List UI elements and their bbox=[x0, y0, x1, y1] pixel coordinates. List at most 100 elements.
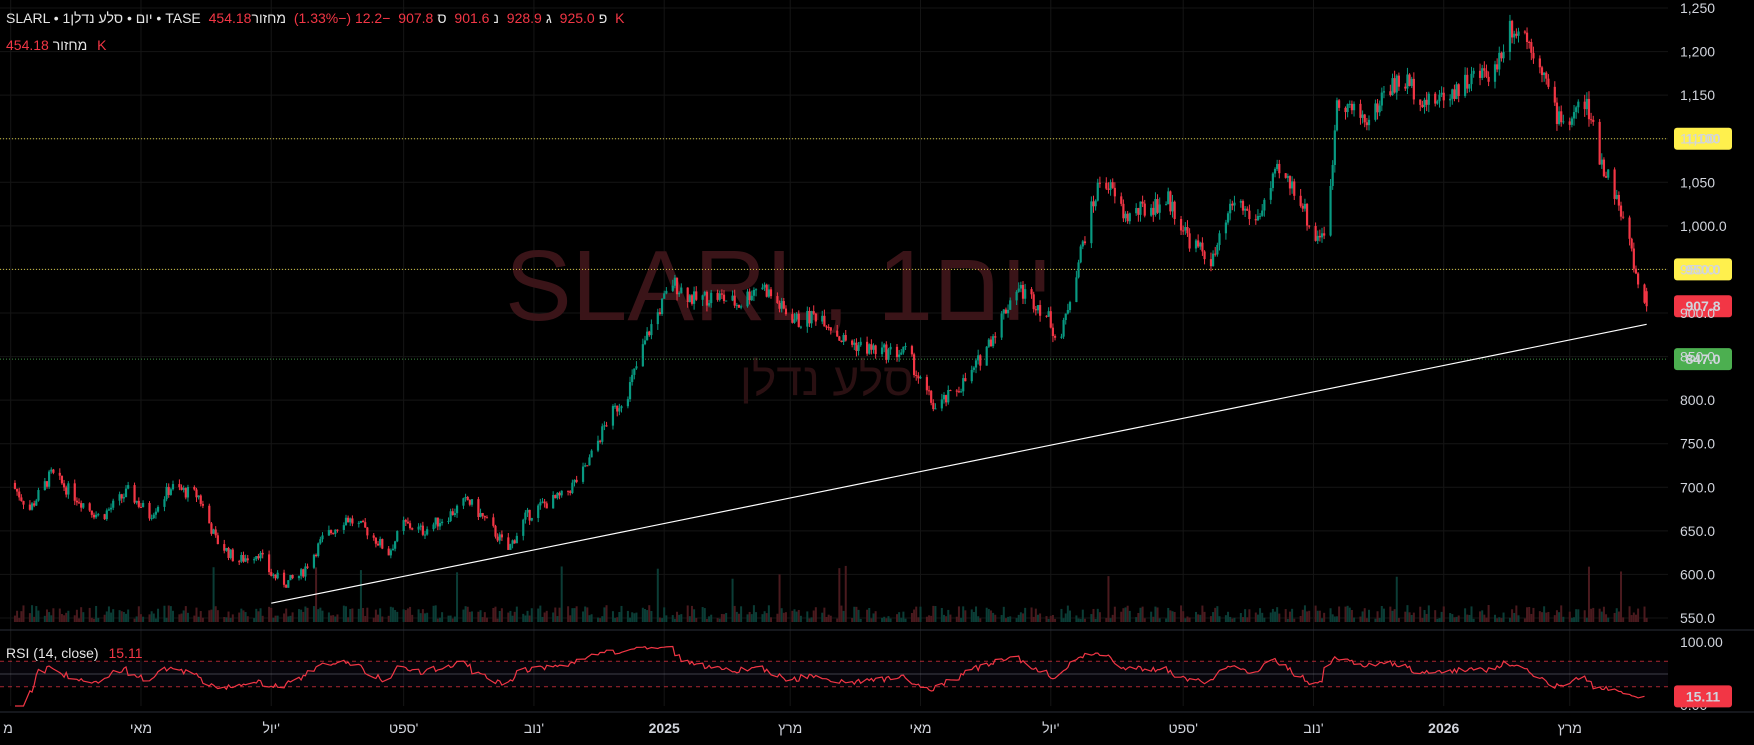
volume-bar bbox=[1094, 618, 1097, 622]
volume-row-label: מחזור bbox=[52, 37, 88, 53]
volume-bar bbox=[1363, 608, 1366, 622]
candle-body bbox=[314, 554, 318, 557]
candle-body bbox=[799, 326, 802, 328]
volume-bar bbox=[238, 612, 241, 622]
volume-bar bbox=[641, 607, 644, 622]
volume-bar bbox=[1602, 606, 1605, 622]
volume-bar bbox=[1643, 606, 1646, 622]
volume-bar bbox=[377, 614, 380, 622]
volume-bar bbox=[545, 610, 548, 622]
candle-body bbox=[872, 345, 875, 350]
candle-body bbox=[1128, 213, 1131, 222]
candle-body bbox=[793, 319, 796, 323]
candle-body bbox=[1286, 176, 1289, 178]
volume-bar bbox=[1291, 608, 1294, 622]
candle-body bbox=[977, 355, 980, 361]
volume-bar bbox=[1393, 609, 1396, 622]
candle-body bbox=[270, 572, 273, 576]
candle-body bbox=[1406, 74, 1409, 89]
candle-body bbox=[1081, 241, 1084, 247]
volume-bar bbox=[917, 617, 920, 622]
candle-body bbox=[1209, 259, 1213, 267]
volume-bar bbox=[1188, 617, 1191, 622]
volume-bar bbox=[812, 610, 815, 622]
candle-body bbox=[898, 354, 901, 358]
rsi-label[interactable]: RSI (14, close) bbox=[6, 645, 99, 661]
volume-bar bbox=[479, 610, 482, 622]
candle-body bbox=[1442, 92, 1445, 101]
volume-bar bbox=[1111, 614, 1114, 622]
candle-body bbox=[989, 339, 993, 347]
candle-body bbox=[761, 287, 764, 290]
candle-body bbox=[778, 303, 781, 309]
candle-body bbox=[910, 346, 914, 355]
volume-bar bbox=[656, 568, 659, 622]
time-axis[interactable]: מ מאי יול' ספט' נוב' 2025 מרץ מאי יול' ספט' נוב' 20… bbox=[3, 720, 1582, 736]
volume-bar bbox=[806, 611, 809, 622]
volume-bar bbox=[928, 615, 931, 622]
candle-body bbox=[312, 554, 316, 568]
candle-body bbox=[957, 391, 961, 393]
volume-bar bbox=[509, 610, 512, 622]
candle-body bbox=[349, 518, 352, 523]
candle-body bbox=[120, 494, 123, 499]
candle-body bbox=[1423, 99, 1426, 108]
volume-bar bbox=[972, 611, 975, 622]
volume-bar bbox=[605, 605, 608, 622]
volume-bar bbox=[985, 607, 988, 622]
candle-body bbox=[1598, 121, 1601, 165]
volume-bar bbox=[633, 613, 636, 622]
volume-bar bbox=[1135, 617, 1138, 622]
candle-body bbox=[1002, 309, 1005, 314]
volume-bar bbox=[646, 610, 649, 622]
volume-bar bbox=[359, 570, 362, 622]
horizontal-levels[interactable]: 1,100 950.0 847.0 907.8 bbox=[0, 127, 1732, 371]
volume-bar bbox=[257, 611, 260, 622]
volume-bar bbox=[723, 614, 726, 622]
candle-body bbox=[1427, 93, 1430, 105]
volume-bar bbox=[1378, 617, 1381, 622]
trendline[interactable] bbox=[271, 323, 1647, 604]
change-value: −12.2 (−1.33%) bbox=[293, 10, 391, 26]
candle-body bbox=[765, 284, 768, 297]
volume-bar bbox=[242, 610, 245, 622]
volume-bar bbox=[1278, 613, 1281, 622]
volume-bar bbox=[1406, 605, 1409, 622]
candle-body bbox=[436, 517, 439, 527]
volume-bar bbox=[1321, 618, 1324, 622]
volume-bar bbox=[1438, 618, 1441, 622]
volume-bar bbox=[1590, 608, 1593, 622]
candle-body bbox=[1186, 227, 1189, 234]
volume-bar bbox=[703, 608, 706, 622]
candle-body bbox=[1049, 311, 1052, 328]
volume-bar bbox=[391, 607, 394, 622]
volume-bar bbox=[635, 612, 638, 622]
symbol-title[interactable]: SLARL • 1יום • סלע נדלן • TASE bbox=[6, 10, 201, 26]
volume-bar bbox=[498, 610, 501, 622]
volume-bar bbox=[552, 612, 555, 622]
candle-body bbox=[468, 500, 471, 505]
candle-body bbox=[408, 523, 412, 529]
price-tick: 800.0 bbox=[1680, 392, 1715, 408]
candle-body bbox=[1216, 244, 1219, 255]
candle-body bbox=[82, 503, 85, 508]
volume-value: 454.18 K bbox=[208, 10, 625, 26]
candle-body bbox=[1171, 201, 1174, 212]
volume-bar bbox=[456, 572, 459, 622]
volume-bar bbox=[362, 607, 365, 622]
candle-body bbox=[596, 440, 600, 451]
candle-body bbox=[1457, 84, 1460, 97]
volume-bar bbox=[52, 608, 55, 622]
candle-body bbox=[806, 310, 809, 327]
volume-bar bbox=[259, 608, 262, 622]
volume-bar bbox=[1090, 614, 1093, 622]
volume-bar bbox=[1017, 614, 1020, 622]
volume-bar bbox=[73, 615, 76, 622]
candle-body bbox=[895, 346, 899, 358]
volume-bar bbox=[1030, 607, 1033, 622]
price-axis[interactable]: 1,250 1,200 1,150 1,100 1,050 1,000.0 950.0 900… bbox=[1680, 0, 1727, 626]
volume-bar bbox=[1568, 611, 1571, 622]
candle-body bbox=[1478, 70, 1482, 78]
